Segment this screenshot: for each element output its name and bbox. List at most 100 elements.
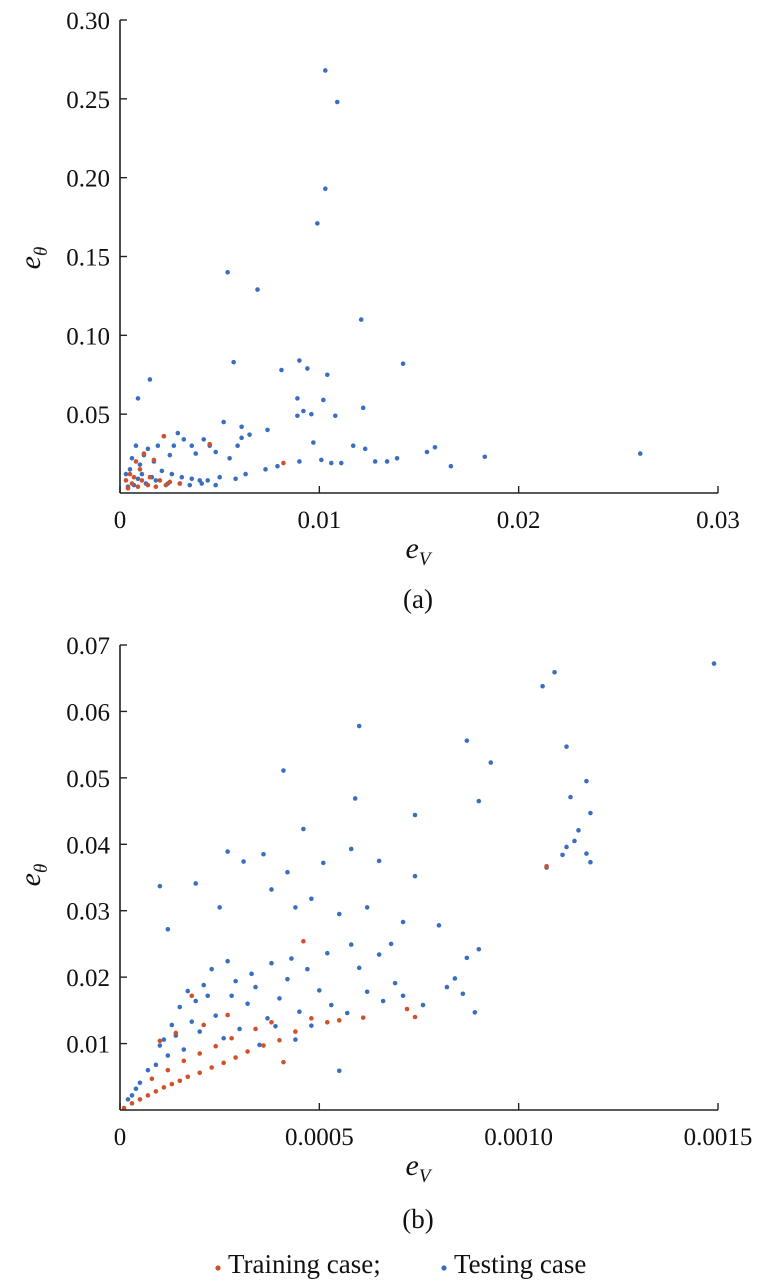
point-testing-case-b (193, 881, 199, 886)
point-testing-case-a (432, 444, 438, 450)
x-tick-label-b: 0 (114, 1124, 127, 1151)
point-testing-case-a (394, 456, 400, 461)
point-testing-case-a (159, 468, 165, 474)
point-testing-case-a (362, 446, 368, 452)
point-training-case-b (404, 1006, 410, 1012)
point-testing-case-b (145, 1067, 151, 1073)
point-training-case-b (261, 1043, 266, 1048)
point-testing-case-b (588, 810, 593, 816)
point-training-case-a (141, 451, 147, 456)
point-testing-case-b (412, 812, 418, 818)
x-tick-label-b: 0.0005 (285, 1124, 354, 1151)
point-testing-case-b (209, 966, 214, 972)
point-testing-case-a (187, 482, 193, 488)
point-training-case-b (277, 1037, 282, 1043)
point-training-case-b (225, 1012, 230, 1018)
point-testing-case-b (189, 1019, 195, 1024)
point-testing-case-a (153, 478, 159, 483)
y-axis-label-a: eθ (14, 247, 52, 270)
point-testing-case-a (129, 456, 135, 461)
point-testing-case-a (400, 361, 406, 367)
point-testing-case-a (297, 459, 302, 464)
point-testing-case-a (319, 457, 324, 463)
point-testing-case-a (135, 476, 141, 482)
point-testing-case-b (436, 923, 442, 928)
point-testing-case-b (197, 1029, 203, 1034)
point-training-case-b (281, 1059, 286, 1065)
point-testing-case-a (328, 460, 334, 466)
point-testing-case-b (460, 991, 466, 997)
x-tick-label-a: 0.02 (497, 507, 541, 534)
legend-label-testing: Testing case (454, 1249, 586, 1279)
point-training-case-b (245, 1049, 250, 1054)
point-testing-case-a (334, 99, 340, 105)
point-testing-case-b (153, 1062, 159, 1068)
point-testing-case-a (372, 459, 378, 464)
point-testing-case-b (157, 1043, 163, 1048)
x-tick-label-a: 0.03 (696, 507, 740, 534)
point-training-case-a (281, 460, 286, 466)
point-testing-case-a (145, 446, 151, 452)
point-testing-case-b (133, 1086, 139, 1092)
point-testing-case-b (225, 958, 230, 964)
point-testing-case-b (464, 955, 470, 961)
point-training-case-a (137, 467, 143, 472)
point-testing-case-b (269, 960, 274, 966)
point-training-case-b (253, 1026, 258, 1032)
point-testing-case-b (711, 661, 717, 666)
point-training-case-b (169, 1081, 175, 1087)
point-testing-case-b (297, 1009, 302, 1014)
point-testing-case-b (328, 1002, 334, 1008)
point-testing-case-a (321, 397, 326, 403)
x-tick-label-b: 0.0015 (684, 1124, 753, 1151)
point-testing-case-b (301, 826, 306, 832)
point-testing-case-a (201, 437, 207, 442)
point-training-case-b (149, 1076, 155, 1082)
point-training-case-a (135, 484, 141, 489)
point-training-case-a (157, 478, 163, 483)
y-tick-label-b: 0.06 (66, 699, 110, 726)
point-testing-case-a (199, 481, 205, 486)
point-testing-case-b (305, 966, 310, 972)
point-testing-case-b (185, 988, 191, 994)
point-training-case-b (189, 993, 195, 999)
point-testing-case-b (356, 723, 362, 729)
scatter-panel-b: 0 0.0005 0.0010 0.0015 0.01 0.02 0.03 0.04 0.05 0… (14, 633, 752, 1234)
point-testing-case-a (332, 413, 338, 419)
point-training-case-b (137, 1097, 143, 1102)
point-training-case-b (233, 1055, 238, 1060)
point-testing-case-a (350, 443, 356, 449)
point-testing-case-b (444, 984, 450, 990)
point-testing-case-b (289, 956, 294, 961)
point-testing-case-a (305, 366, 310, 371)
point-testing-case-a (231, 359, 236, 365)
point-testing-case-b (253, 984, 258, 990)
point-testing-case-a (325, 372, 330, 378)
point-testing-case-b (452, 976, 458, 981)
point-testing-case-a (189, 443, 195, 449)
ticks-a: 0 0.01 0.02 0.03 0.05 0.10 0.15 0.20 0.25 0.30 (66, 8, 740, 534)
point-training-case-b (229, 1035, 234, 1041)
point-testing-case-a (227, 456, 232, 461)
point-testing-case-a (167, 452, 173, 458)
point-testing-case-b (205, 993, 211, 999)
point-training-case-b (221, 1060, 226, 1066)
point-training-case-b (145, 1093, 151, 1098)
point-testing-case-a (175, 430, 181, 436)
point-testing-case-b (261, 851, 266, 857)
y-tick-label-b: 0.03 (66, 899, 110, 926)
point-testing-case-a (179, 474, 185, 480)
point-testing-case-b (400, 993, 406, 999)
point-testing-case-a (205, 478, 211, 483)
point-testing-case-b (376, 858, 382, 864)
point-testing-case-b (293, 1037, 298, 1042)
point-testing-case-b (201, 982, 207, 988)
point-testing-case-a (213, 482, 218, 488)
point-testing-case-b (348, 942, 354, 947)
point-testing-case-a (139, 471, 145, 477)
data-points-a (123, 68, 643, 491)
point-testing-case-b (269, 887, 274, 892)
point-testing-case-a (279, 367, 284, 373)
scatter-panel-a: 0 0.01 0.02 0.03 0.05 0.10 0.15 0.20 0.25 0.30 eθ… (14, 8, 740, 614)
legend-marker-testing (441, 1265, 447, 1271)
